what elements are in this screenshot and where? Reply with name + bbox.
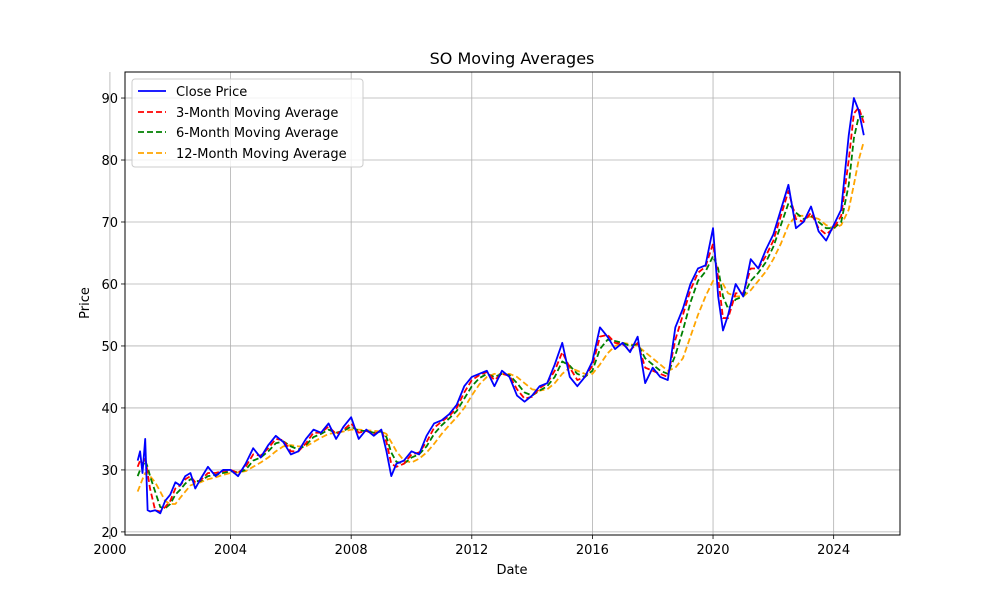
y-tick-label: 40: [101, 402, 118, 417]
series-line-6-month-moving-average: [136, 115, 864, 510]
axis-layer: 2000 2004 2008 2012 2016 2020 2024 20 30 40 50 60 70…: [93, 92, 850, 558]
y-tick-label: 20: [101, 526, 118, 541]
x-tick-label: 2000: [93, 543, 126, 558]
series-line-3-month-moving-average: [136, 106, 865, 513]
y-tick-label: 90: [101, 92, 118, 107]
series-layer: [136, 97, 865, 515]
legend-label-12-month: 12-Month Moving Average: [176, 147, 347, 162]
y-tick-label: 30: [101, 464, 118, 479]
x-tick-label: 2020: [696, 543, 729, 558]
y-tick-label: 80: [101, 154, 118, 169]
x-tick-label: 2024: [817, 543, 850, 558]
series-line-12-month-moving-average: [136, 141, 865, 505]
x-tick-label: 2012: [455, 543, 488, 558]
series-line-close-price: [136, 97, 865, 515]
x-tick-label: 2008: [335, 543, 368, 558]
y-axis-label: Price: [78, 287, 93, 319]
legend-label-6-month: 6-Month Moving Average: [176, 126, 338, 141]
y-tick-label: 50: [101, 340, 118, 355]
legend-box: [131, 78, 364, 168]
legend-label-3-month: 3-Month Moving Average: [176, 106, 338, 121]
x-tick-label: 2004: [214, 543, 247, 558]
x-axis-label: Date: [496, 563, 527, 578]
chart-title: SO Moving Averages: [430, 49, 595, 68]
y-tick-label: 70: [101, 216, 118, 231]
plot-frame: [124, 71, 901, 536]
y-tick-label: 60: [101, 278, 118, 293]
x-tick-label: 2016: [576, 543, 609, 558]
legend-label-close-price: Close Price: [176, 85, 247, 100]
legend: Close Price 3-Month Moving Average 6-Mon…: [131, 78, 364, 168]
